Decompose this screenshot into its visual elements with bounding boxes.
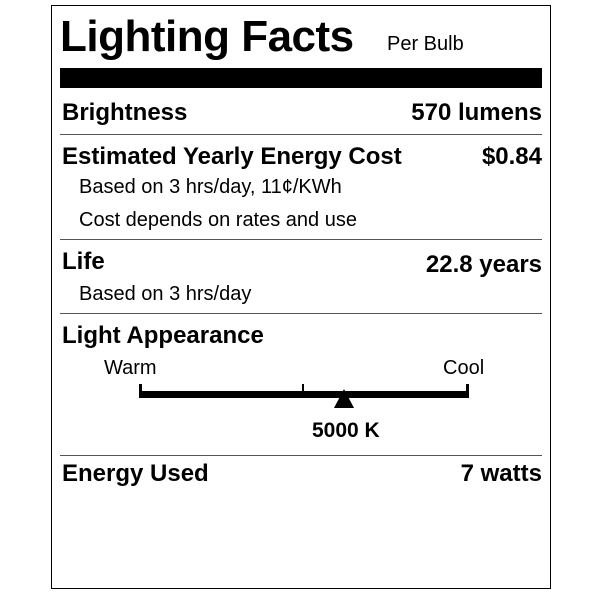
energy-cost-note: Cost depends on rates and use	[79, 209, 357, 231]
life-label: Life	[62, 248, 105, 275]
title-bar	[60, 68, 542, 88]
divider	[60, 134, 542, 135]
brightness-value: 570 lumens	[411, 99, 542, 126]
life-value: 22.8 years	[425, 251, 542, 278]
energy-cost-note: Based on 3 hrs/day, 11¢/KWh	[79, 176, 342, 198]
scale-tick	[466, 384, 469, 398]
brightness-label: Brightness	[62, 99, 188, 126]
color-temperature-scale	[139, 384, 469, 414]
energy-used-label: Energy Used	[62, 460, 209, 487]
scale-tick	[139, 384, 142, 398]
divider	[60, 239, 542, 240]
energy-used-value: 7 watts	[460, 460, 542, 487]
energy-cost-value: $0.84	[481, 143, 542, 170]
appearance-label: Light Appearance	[62, 322, 264, 349]
label-title: Lighting Facts	[60, 12, 354, 61]
divider	[60, 313, 542, 314]
scale-bar	[139, 391, 469, 398]
scale-tick	[302, 384, 304, 398]
life-note: Based on 3 hrs/day	[79, 283, 252, 305]
label-subtitle: Per Bulb	[387, 33, 464, 55]
label-border	[51, 5, 551, 589]
energy-cost-label: Estimated Yearly Energy Cost	[62, 143, 402, 170]
cool-label: Cool	[443, 357, 485, 379]
appearance-value: 5000 K	[312, 419, 380, 442]
temperature-marker-icon	[333, 389, 354, 408]
divider	[60, 455, 542, 456]
warm-label: Warm	[104, 357, 157, 379]
